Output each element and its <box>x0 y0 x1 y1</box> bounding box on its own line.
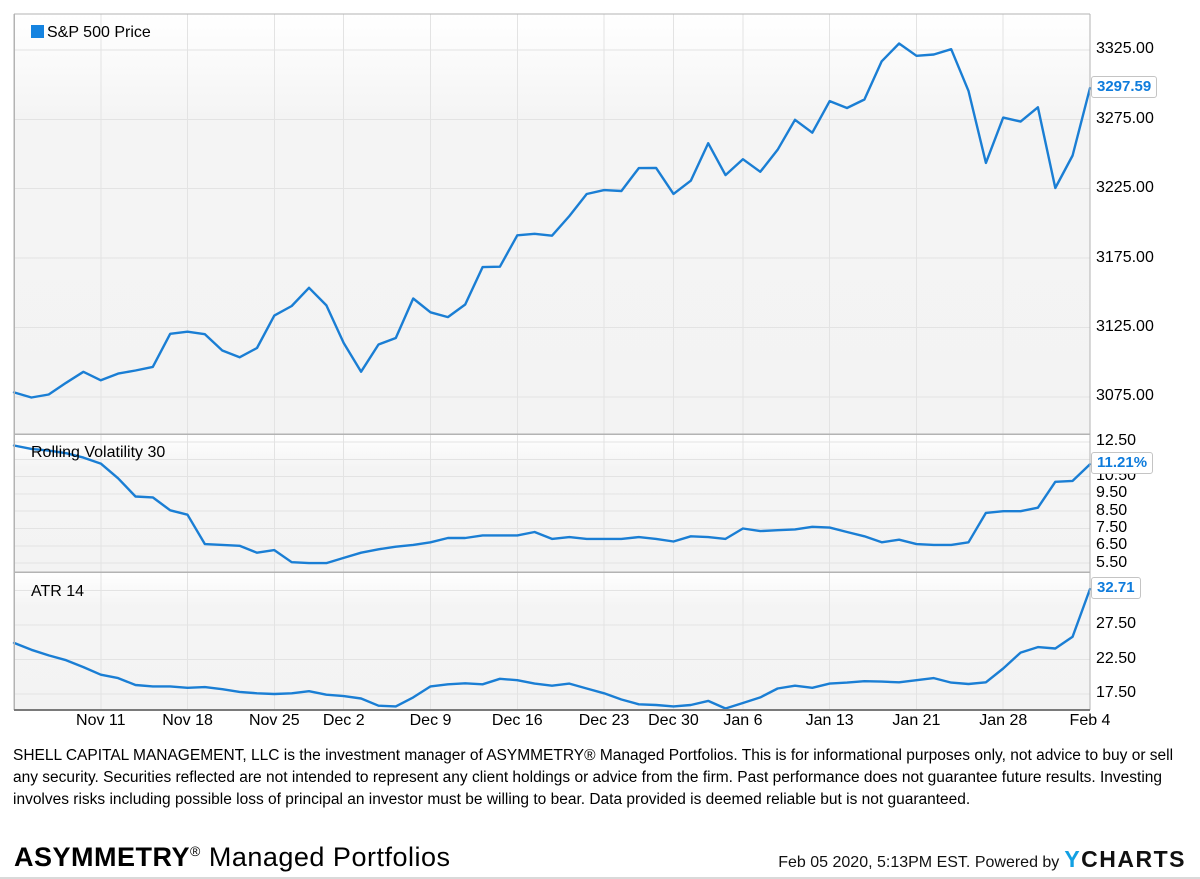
stacked-line-chart: S&P 500 Price Rolling Volatility 30 ATR … <box>12 13 1158 729</box>
y-tick-label: 8.50 <box>1096 501 1128 519</box>
y-tick-label: 3225.00 <box>1096 179 1154 197</box>
y-tick-label: 17.50 <box>1096 684 1137 702</box>
legend-sp500-label: S&P 500 Price <box>47 24 151 41</box>
brand-name: ASYMMETRY <box>14 842 191 872</box>
y-tick-label: 3325.00 <box>1096 40 1154 58</box>
current-value-badge-volatility: 11.21% <box>1091 452 1154 475</box>
x-tick-label: Dec 16 <box>491 712 543 729</box>
x-tick-label: Jan 21 <box>892 712 941 729</box>
disclaimer-text: SHELL CAPITAL MANAGEMENT, LLC is the inv… <box>13 747 1174 808</box>
registered-mark: ® <box>190 843 201 859</box>
x-tick-label: Dec 23 <box>578 712 630 729</box>
chart-canvas <box>12 13 1092 711</box>
footer: ASYMMETRY® Managed Portfolios Feb 05 202… <box>0 833 1200 879</box>
timestamp: Feb 05 2020, 5:13PM EST. Powered by <box>778 854 1060 871</box>
y-tick-label: 6.50 <box>1096 536 1128 554</box>
y-tick-label: 12.50 <box>1096 432 1137 450</box>
attribution: Feb 05 2020, 5:13PM EST. Powered by YCHA… <box>778 846 1186 873</box>
y-tick-label: 7.50 <box>1096 518 1128 536</box>
x-tick-label: Jan 28 <box>979 712 1028 729</box>
x-tick-label: Dec 9 <box>409 712 452 729</box>
y-tick-label: 5.50 <box>1096 553 1128 571</box>
y-tick-label: 3125.00 <box>1096 318 1154 336</box>
legend-square-icon <box>31 25 44 38</box>
y-tick-label: 3075.00 <box>1096 387 1154 405</box>
y-tick-label: 3175.00 <box>1096 248 1154 266</box>
ycharts-logo-y: Y <box>1064 846 1082 872</box>
current-value-badge-atr: 32.71 <box>1091 577 1141 600</box>
x-tick-label: Nov 25 <box>248 712 300 729</box>
x-tick-label: Dec 2 <box>322 712 365 729</box>
ycharts-logo-rest: CHARTS <box>1081 846 1186 872</box>
y-tick-label: 22.50 <box>1096 649 1137 667</box>
x-tick-label: Nov 18 <box>162 712 213 729</box>
y-tick-label: 3275.00 <box>1096 109 1154 127</box>
brand-suffix: Managed Portfolios <box>200 842 451 872</box>
x-tick-label: Feb 4 <box>1069 712 1111 729</box>
legend-volatility: Rolling Volatility 30 <box>31 444 166 461</box>
y-tick-label: 9.50 <box>1096 484 1128 502</box>
x-tick-label: Nov 11 <box>76 712 126 729</box>
x-tick-label: Dec 30 <box>648 712 699 729</box>
brand-wordmark: ASYMMETRY® Managed Portfolios <box>14 842 450 873</box>
x-tick-label: Jan 6 <box>723 712 763 729</box>
current-value-badge-sp500: 3297.59 <box>1091 75 1158 98</box>
legend-atr: ATR 14 <box>31 583 85 600</box>
y-tick-label: 27.50 <box>1096 615 1137 633</box>
ycharts-logo: YCHARTS <box>1064 846 1186 873</box>
legend-sp500: S&P 500 Price <box>31 24 151 42</box>
x-tick-label: Jan 13 <box>805 712 854 729</box>
